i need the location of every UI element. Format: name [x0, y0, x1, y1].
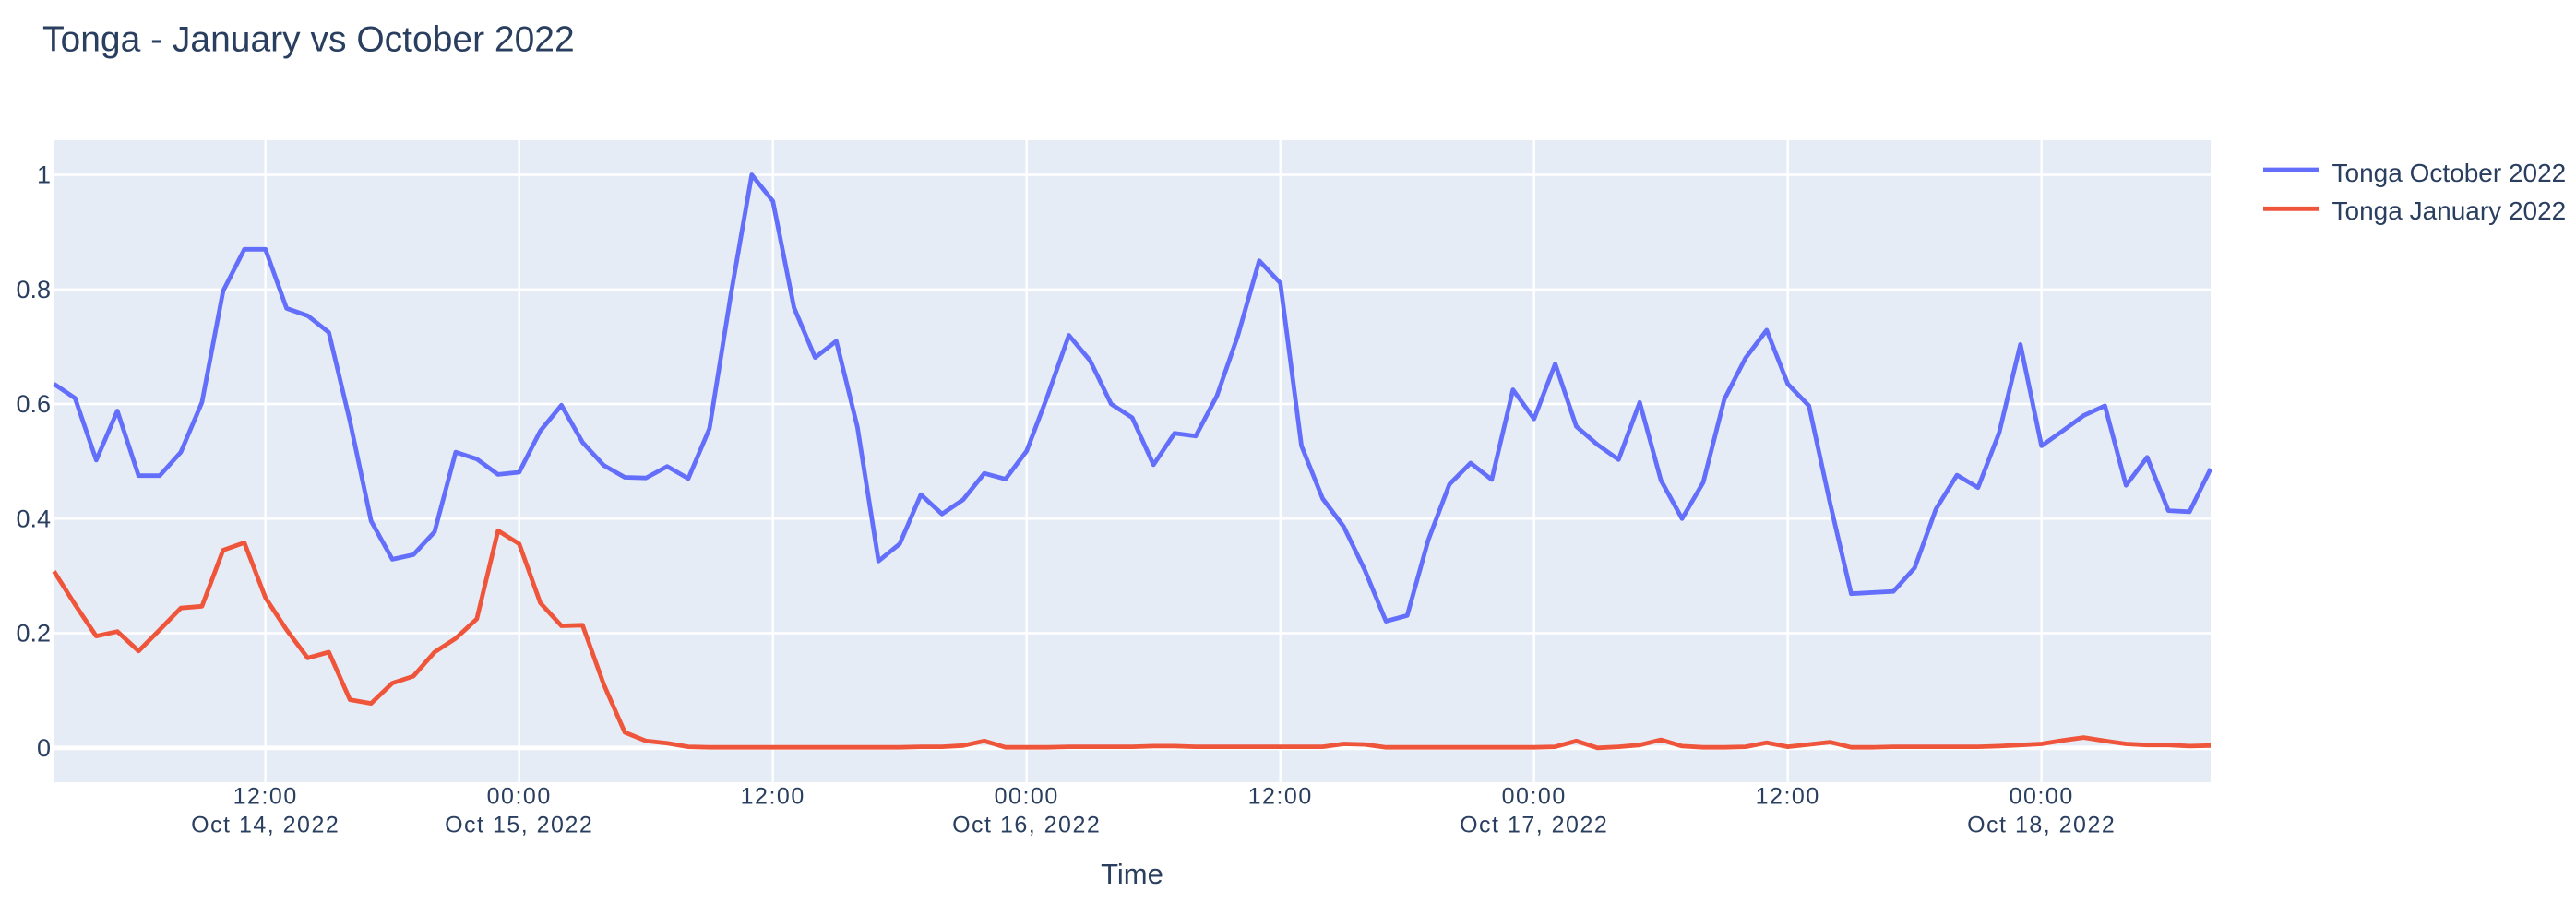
svg-text:12:00: 12:00	[233, 783, 298, 809]
svg-text:12:00: 12:00	[1756, 783, 1820, 809]
svg-text:Time: Time	[1101, 858, 1163, 890]
svg-text:00:00: 00:00	[1502, 783, 1567, 809]
svg-text:Oct 16, 2022: Oct 16, 2022	[952, 813, 1101, 838]
svg-text:Oct 17, 2022: Oct 17, 2022	[1460, 813, 1608, 838]
svg-text:Tonga - January vs October 202: Tonga - January vs October 2022	[42, 19, 575, 59]
svg-text:0.2: 0.2	[16, 620, 51, 648]
svg-text:Tonga January 2022: Tonga January 2022	[2332, 196, 2567, 225]
svg-text:00:00: 00:00	[487, 783, 552, 809]
svg-text:0.4: 0.4	[16, 505, 51, 533]
svg-text:0: 0	[37, 734, 51, 762]
svg-text:Oct 18, 2022: Oct 18, 2022	[1967, 813, 2116, 838]
svg-text:Tonga October 2022: Tonga October 2022	[2332, 159, 2567, 187]
svg-text:00:00: 00:00	[2010, 783, 2074, 809]
svg-text:Oct 14, 2022: Oct 14, 2022	[191, 813, 340, 838]
svg-text:0.6: 0.6	[16, 390, 51, 418]
svg-text:1: 1	[37, 161, 51, 189]
svg-text:0.8: 0.8	[16, 276, 51, 303]
svg-text:12:00: 12:00	[741, 783, 805, 809]
svg-text:Oct 15, 2022: Oct 15, 2022	[445, 813, 593, 838]
svg-text:12:00: 12:00	[1248, 783, 1313, 809]
svg-text:00:00: 00:00	[995, 783, 1059, 809]
